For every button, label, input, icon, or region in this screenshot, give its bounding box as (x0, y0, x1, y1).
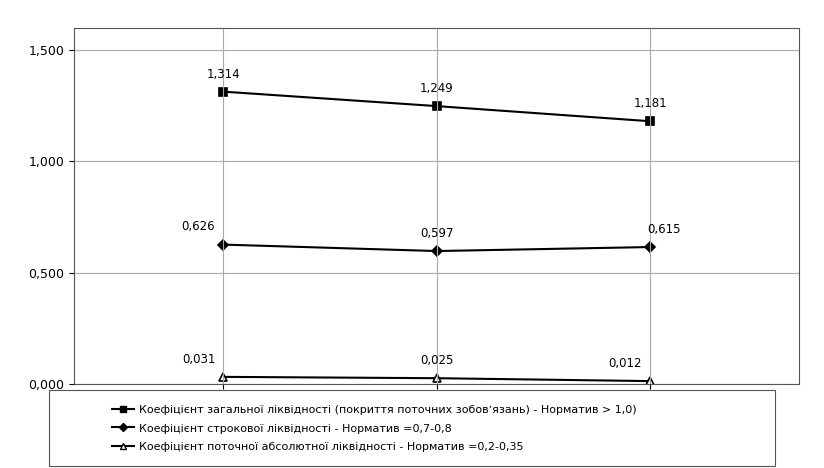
Text: 1,249: 1,249 (420, 82, 453, 95)
FancyBboxPatch shape (49, 390, 775, 467)
Text: 0,031: 0,031 (182, 353, 215, 366)
Text: 0,626: 0,626 (181, 220, 215, 234)
Text: 1,181: 1,181 (633, 97, 667, 110)
Text: 0,615: 0,615 (647, 223, 681, 236)
Text: 0,025: 0,025 (420, 354, 453, 367)
Text: 0,012: 0,012 (608, 357, 642, 370)
Text: 1,314: 1,314 (207, 67, 241, 80)
Text: 0,597: 0,597 (420, 227, 453, 240)
Legend: Коефіцієнт загальної ліквідності (покриття поточних зобовʼязань) - Норматив > 1,: Коефіцієнт загальної ліквідності (покрит… (106, 399, 643, 458)
